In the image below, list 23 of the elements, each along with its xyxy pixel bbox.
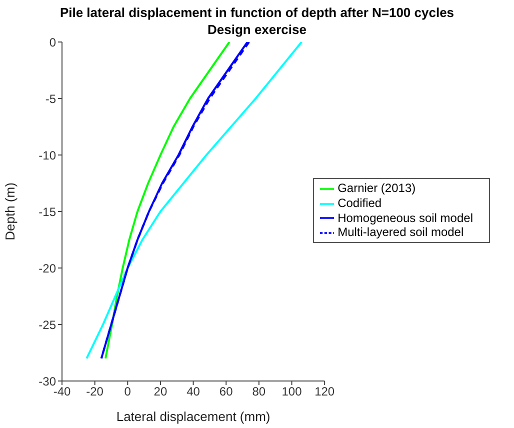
y-tick-label: -10 xyxy=(38,148,56,162)
y-axis-title: Depth (m) xyxy=(2,182,18,240)
line-series xyxy=(86,42,303,360)
y-tick-label: -5 xyxy=(45,92,56,106)
x-tick-label: 80 xyxy=(252,384,266,399)
x-tick-label: 60 xyxy=(219,384,234,399)
y-tick-label: 0 xyxy=(49,35,56,50)
x-tick-label: 0 xyxy=(124,384,132,399)
legend-label: Multi-layered soil model xyxy=(338,225,464,240)
x-tick-label: 40 xyxy=(186,384,200,399)
legend-label: Homogeneous soil model xyxy=(338,210,473,225)
x-tick-label: 20 xyxy=(154,384,168,399)
x-tick-label: -20 xyxy=(86,384,104,399)
x-axis-title: Lateral displacement (mm) xyxy=(116,409,270,424)
chart-title: Pile lateral displacement in function of depth after N=100 cycles xyxy=(58,4,456,21)
y-tick-label: -15 xyxy=(38,204,56,219)
x-tick-label: 120 xyxy=(314,384,335,399)
legend-label: Codified xyxy=(338,196,382,210)
legend-label: Garnier (2013) xyxy=(338,181,416,195)
chart-subtitle: Design exercise xyxy=(207,22,306,37)
y-tick-label: -20 xyxy=(38,261,56,276)
y-tick-label: -25 xyxy=(38,318,56,332)
x-tick-label: 100 xyxy=(282,384,302,399)
